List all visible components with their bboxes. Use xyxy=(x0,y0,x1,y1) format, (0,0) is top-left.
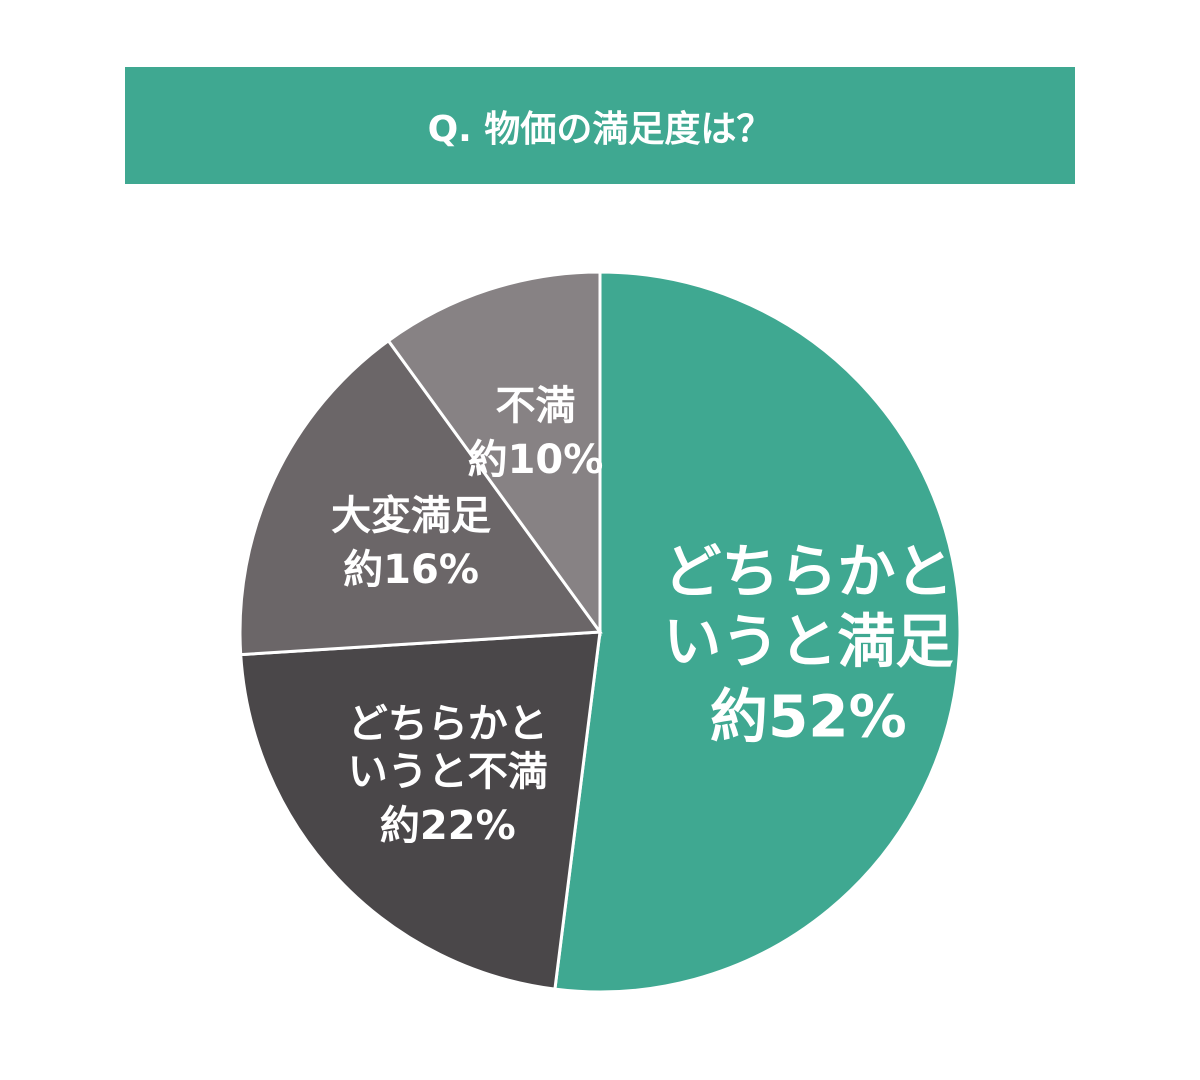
value-label: 約22% xyxy=(379,802,516,849)
chart-title: Q. 物価の満足度は？ xyxy=(125,67,1075,184)
pie-slice xyxy=(238,338,603,657)
pie-slice xyxy=(386,270,602,637)
slice-label: 大変満足約16% xyxy=(307,492,515,594)
category-label: どちらかというと不満 xyxy=(347,700,548,795)
slice-label: 不満約10% xyxy=(431,382,639,484)
value-label: 約16% xyxy=(343,547,479,594)
pie-slice xyxy=(553,270,962,994)
category-label: どちらかというと満足 xyxy=(663,537,954,676)
category-label: 不満 xyxy=(495,383,576,430)
slice-label: どちらかというと満足 約52% xyxy=(658,538,960,753)
category-label: 大変満足 xyxy=(331,493,492,540)
value-label: 約52% xyxy=(709,682,907,751)
slice-label: どちらかというと不満約22% xyxy=(344,700,552,850)
pie-slice xyxy=(239,630,602,991)
value-label: 約10% xyxy=(467,437,604,484)
